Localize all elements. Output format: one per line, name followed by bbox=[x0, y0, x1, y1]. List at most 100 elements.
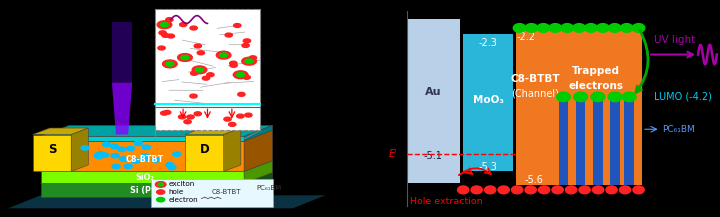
Bar bbox=[407, 19, 460, 183]
Circle shape bbox=[191, 71, 198, 75]
Circle shape bbox=[161, 23, 168, 27]
Circle shape bbox=[593, 186, 604, 194]
Circle shape bbox=[597, 24, 609, 32]
Circle shape bbox=[179, 23, 187, 26]
Circle shape bbox=[220, 53, 228, 57]
Circle shape bbox=[158, 183, 163, 186]
Text: -5.1: -5.1 bbox=[424, 151, 443, 161]
Circle shape bbox=[242, 57, 256, 65]
Circle shape bbox=[225, 33, 233, 37]
Circle shape bbox=[245, 59, 253, 63]
Circle shape bbox=[195, 68, 204, 72]
Circle shape bbox=[166, 18, 173, 21]
Circle shape bbox=[135, 141, 143, 146]
Circle shape bbox=[238, 92, 245, 96]
Bar bbox=[611, 96, 620, 185]
Circle shape bbox=[525, 186, 536, 194]
Circle shape bbox=[159, 31, 166, 35]
Text: C8-BTBT: C8-BTBT bbox=[212, 189, 241, 195]
Polygon shape bbox=[244, 130, 273, 171]
Polygon shape bbox=[32, 128, 89, 135]
Polygon shape bbox=[40, 183, 244, 197]
Text: Eⁱ: Eⁱ bbox=[389, 149, 397, 159]
Circle shape bbox=[579, 186, 590, 194]
Circle shape bbox=[192, 66, 207, 74]
Circle shape bbox=[151, 158, 160, 162]
Circle shape bbox=[194, 44, 202, 48]
Circle shape bbox=[190, 26, 197, 30]
Circle shape bbox=[243, 39, 251, 43]
Circle shape bbox=[242, 44, 249, 48]
Text: electron: electron bbox=[168, 197, 198, 203]
Circle shape bbox=[101, 153, 109, 157]
Polygon shape bbox=[40, 136, 244, 141]
Polygon shape bbox=[112, 82, 132, 135]
Circle shape bbox=[245, 113, 252, 117]
Bar bbox=[624, 96, 634, 185]
Circle shape bbox=[120, 157, 127, 161]
Circle shape bbox=[585, 24, 597, 32]
Text: -2.3: -2.3 bbox=[479, 38, 498, 48]
Circle shape bbox=[230, 63, 238, 67]
Circle shape bbox=[549, 24, 562, 32]
Circle shape bbox=[161, 111, 168, 115]
Circle shape bbox=[457, 186, 469, 194]
Text: Trapped: Trapped bbox=[572, 66, 621, 76]
Circle shape bbox=[168, 165, 176, 170]
Polygon shape bbox=[71, 128, 89, 171]
Circle shape bbox=[606, 186, 617, 194]
Circle shape bbox=[178, 54, 192, 61]
Circle shape bbox=[163, 60, 177, 68]
Circle shape bbox=[110, 144, 119, 148]
Circle shape bbox=[511, 186, 523, 194]
Circle shape bbox=[190, 94, 197, 98]
Bar bbox=[155, 9, 261, 130]
Circle shape bbox=[485, 186, 496, 194]
Circle shape bbox=[498, 186, 509, 194]
Circle shape bbox=[216, 51, 231, 59]
Circle shape bbox=[207, 73, 214, 77]
Text: SiO₂: SiO₂ bbox=[135, 173, 154, 182]
Circle shape bbox=[112, 164, 120, 169]
Polygon shape bbox=[185, 135, 224, 171]
Circle shape bbox=[228, 122, 236, 126]
Circle shape bbox=[243, 75, 251, 79]
Polygon shape bbox=[224, 128, 240, 171]
Polygon shape bbox=[244, 161, 273, 183]
Circle shape bbox=[513, 24, 526, 32]
Circle shape bbox=[127, 146, 135, 151]
Polygon shape bbox=[185, 128, 240, 135]
Circle shape bbox=[608, 24, 621, 32]
Text: D: D bbox=[199, 143, 210, 156]
Polygon shape bbox=[40, 141, 244, 171]
Circle shape bbox=[230, 61, 237, 65]
Polygon shape bbox=[40, 161, 273, 171]
Circle shape bbox=[118, 147, 126, 151]
Text: -5.3: -5.3 bbox=[479, 163, 498, 173]
Circle shape bbox=[632, 24, 645, 32]
Circle shape bbox=[197, 51, 204, 55]
Circle shape bbox=[622, 92, 636, 102]
Text: exciton: exciton bbox=[168, 181, 194, 187]
Circle shape bbox=[525, 24, 538, 32]
Circle shape bbox=[194, 112, 202, 116]
Circle shape bbox=[574, 92, 588, 102]
Circle shape bbox=[143, 145, 150, 150]
Text: C8-BTBT: C8-BTBT bbox=[510, 74, 560, 84]
Circle shape bbox=[157, 197, 165, 202]
Text: S: S bbox=[48, 143, 56, 156]
Circle shape bbox=[166, 163, 174, 167]
Circle shape bbox=[156, 182, 166, 187]
Text: Hole extraction: Hole extraction bbox=[410, 197, 482, 206]
Circle shape bbox=[557, 92, 570, 102]
Circle shape bbox=[608, 92, 622, 102]
Circle shape bbox=[537, 24, 549, 32]
Circle shape bbox=[141, 154, 149, 158]
Text: hole: hole bbox=[168, 189, 184, 195]
Text: Au: Au bbox=[426, 87, 441, 97]
Circle shape bbox=[619, 186, 631, 194]
Circle shape bbox=[124, 164, 132, 168]
Circle shape bbox=[573, 24, 585, 32]
Circle shape bbox=[157, 21, 172, 29]
Circle shape bbox=[539, 186, 550, 194]
